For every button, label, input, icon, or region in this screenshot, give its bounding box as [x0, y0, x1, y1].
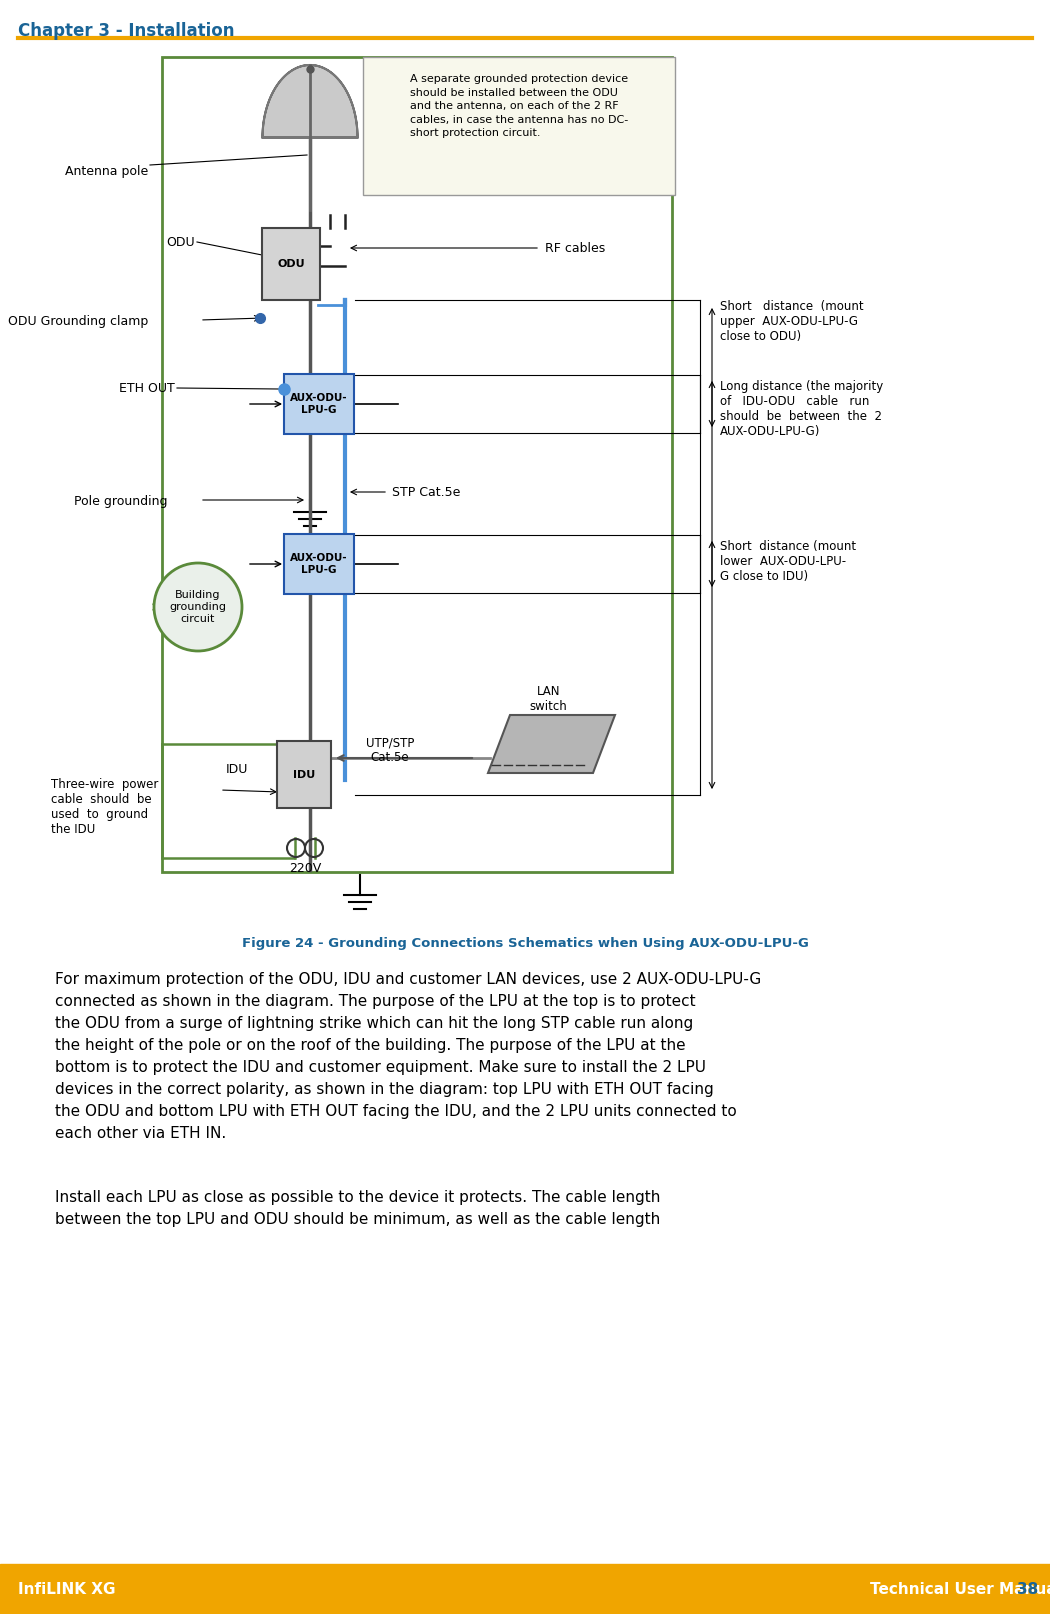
Text: 220V: 220V — [289, 862, 321, 875]
Bar — [162, 56, 672, 872]
Text: Short  distance (mount
lower  AUX-ODU-LPU-
G close to IDU): Short distance (mount lower AUX-ODU-LPU-… — [720, 541, 856, 583]
Text: Install each LPU as close as possible to the device it protects. The cable lengt: Install each LPU as close as possible to… — [55, 1190, 660, 1206]
FancyBboxPatch shape — [284, 374, 354, 434]
Bar — [0, 1564, 1050, 1614]
Text: AUX-ODU-
LPU-G: AUX-ODU- LPU-G — [290, 554, 348, 575]
Text: Chapter 3 - Installation: Chapter 3 - Installation — [18, 23, 234, 40]
Text: Building
grounding
circuit: Building grounding circuit — [169, 591, 227, 623]
FancyBboxPatch shape — [284, 534, 354, 594]
Text: connected as shown in the diagram. The purpose of the LPU at the top is to prote: connected as shown in the diagram. The p… — [55, 994, 695, 1009]
Text: the height of the pole or on the roof of the building. The purpose of the LPU at: the height of the pole or on the roof of… — [55, 1038, 686, 1052]
Text: ODU: ODU — [277, 258, 304, 270]
Text: A separate grounded protection device
should be installed between the ODU
and th: A separate grounded protection device sh… — [410, 74, 628, 139]
Text: Long distance (the majority
of   IDU-ODU   cable   run
should  be  between  the : Long distance (the majority of IDU-ODU c… — [720, 379, 883, 437]
Polygon shape — [488, 715, 615, 773]
Polygon shape — [262, 65, 357, 137]
Text: Antenna pole: Antenna pole — [65, 166, 148, 179]
Text: each other via ETH IN.: each other via ETH IN. — [55, 1127, 226, 1141]
FancyBboxPatch shape — [277, 741, 331, 809]
Text: ODU: ODU — [166, 237, 195, 250]
Text: IDU: IDU — [226, 763, 248, 776]
FancyBboxPatch shape — [262, 228, 320, 300]
Text: UTP/STP
Cat.5e: UTP/STP Cat.5e — [365, 736, 414, 763]
Text: Technical User Manual: Technical User Manual — [870, 1582, 1050, 1596]
Text: InfiLINK XG: InfiLINK XG — [18, 1582, 116, 1596]
Text: between the top LPU and ODU should be minimum, as well as the cable length: between the top LPU and ODU should be mi… — [55, 1212, 660, 1227]
Text: LAN
switch: LAN switch — [529, 684, 567, 713]
Text: STP Cat.5e: STP Cat.5e — [392, 486, 460, 499]
Text: ETH OUT: ETH OUT — [120, 381, 175, 394]
Text: 38: 38 — [1017, 1582, 1038, 1596]
Circle shape — [154, 563, 242, 650]
Text: ODU Grounding clamp: ODU Grounding clamp — [7, 315, 148, 329]
Text: devices in the correct polarity, as shown in the diagram: top LPU with ETH OUT f: devices in the correct polarity, as show… — [55, 1081, 714, 1098]
Text: Short   distance  (mount
upper  AUX-ODU-LPU-G
close to ODU): Short distance (mount upper AUX-ODU-LPU-… — [720, 300, 863, 344]
Text: bottom is to protect the IDU and customer equipment. Make sure to install the 2 : bottom is to protect the IDU and custome… — [55, 1060, 706, 1075]
Text: Figure 24 - Grounding Connections Schematics when Using AUX-ODU-LPU-G: Figure 24 - Grounding Connections Schema… — [242, 938, 808, 951]
Text: RF cables: RF cables — [545, 242, 605, 255]
Text: Pole grounding: Pole grounding — [75, 495, 168, 508]
FancyBboxPatch shape — [363, 56, 675, 195]
Text: AUX-ODU-
LPU-G: AUX-ODU- LPU-G — [290, 394, 348, 415]
Text: the ODU from a surge of lightning strike which can hit the long STP cable run al: the ODU from a surge of lightning strike… — [55, 1015, 693, 1031]
Text: the ODU and bottom LPU with ETH OUT facing the IDU, and the 2 LPU units connecte: the ODU and bottom LPU with ETH OUT faci… — [55, 1104, 737, 1119]
Text: IDU: IDU — [293, 770, 315, 780]
Text: For maximum protection of the ODU, IDU and customer LAN devices, use 2 AUX-ODU-L: For maximum protection of the ODU, IDU a… — [55, 972, 761, 988]
Text: Three-wire  power
cable  should  be
used  to  ground
the IDU: Three-wire power cable should be used to… — [50, 778, 158, 836]
